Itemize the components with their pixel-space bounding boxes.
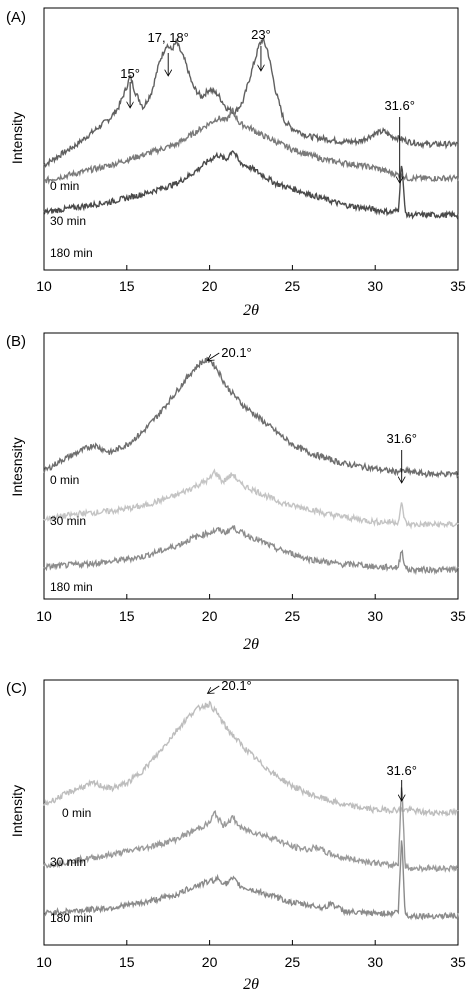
panel-a: (A) Intensity 10 15 20 25 30 35 2θ 0 min 30 min 180… <box>6 7 466 319</box>
peak-annotation: 17, 18° <box>148 30 189 45</box>
x-axis-label: 2θ <box>243 636 259 653</box>
panel-label: (B) <box>6 333 26 350</box>
y-axis-label: Intensity <box>9 112 25 164</box>
panel-c: (C) Intensity 10 15 20 25 30 35 2θ 0 min 30 min 180… <box>6 678 466 989</box>
series-label: 0 min <box>50 473 79 487</box>
series-line-0-min <box>43 356 459 479</box>
series-label: 180 min <box>50 246 93 260</box>
x-axis-label: 2θ <box>243 302 259 319</box>
x-tick-label: 35 <box>450 954 466 970</box>
series-line-30-min <box>43 468 459 530</box>
series-line-30-min <box>43 787 458 873</box>
x-axis-label: 2θ <box>243 976 259 989</box>
x-tick-label: 30 <box>367 608 383 624</box>
peak-annotation: 15° <box>120 66 140 81</box>
y-axis-label: Intensity <box>9 785 25 837</box>
plot-frame <box>43 332 459 600</box>
series-label: 30 min <box>50 855 86 869</box>
series-line-0-min <box>43 700 459 818</box>
series-label: 0 min <box>62 806 91 820</box>
peak-annotation: 31.6° <box>386 763 417 778</box>
series-label: 180 min <box>50 911 93 925</box>
panel-label: (C) <box>6 680 27 697</box>
y-axis-label: Intesnsity <box>9 437 25 496</box>
x-tick-label: 25 <box>285 278 301 294</box>
panel-b: (B) Intesnsity 10 15 20 25 30 35 2θ 0 min 30 min 18… <box>6 332 466 653</box>
series-line-30-min <box>43 107 459 185</box>
series-line-0-min <box>43 37 459 168</box>
x-tick-label: 20 <box>202 608 218 624</box>
annotation-arrow <box>208 352 220 360</box>
x-tick-label: 15 <box>119 278 135 294</box>
x-tick-label: 15 <box>119 954 135 970</box>
plot-frame <box>43 679 459 946</box>
series-label: 0 min <box>50 179 79 193</box>
series-line-180-min <box>43 150 459 220</box>
series-label: 180 min <box>50 580 93 594</box>
x-tick-label: 35 <box>450 278 466 294</box>
x-tick-label: 15 <box>119 608 135 624</box>
x-tick-label: 10 <box>36 954 52 970</box>
x-tick-label: 30 <box>367 278 383 294</box>
x-tick-label: 30 <box>367 954 383 970</box>
x-tick-label: 20 <box>202 954 218 970</box>
peak-annotation: 31.6° <box>384 98 415 113</box>
x-tick-label: 25 <box>285 608 301 624</box>
series-line-180-min <box>43 840 459 921</box>
peak-annotation: 23° <box>251 27 271 42</box>
x-tick-label: 25 <box>285 954 301 970</box>
peak-annotation: 20.1° <box>221 345 252 360</box>
x-tick-label: 10 <box>36 278 52 294</box>
series-line-180-min <box>43 524 459 576</box>
peak-annotation: 20.1° <box>221 678 252 693</box>
series-label: 30 min <box>50 214 86 228</box>
peak-annotation: 31.6° <box>386 431 417 446</box>
x-tick-label: 20 <box>202 278 218 294</box>
x-tick-label: 10 <box>36 608 52 624</box>
series-label: 30 min <box>50 514 86 528</box>
x-tick-label: 35 <box>450 608 466 624</box>
annotation-arrow <box>208 685 220 693</box>
panel-label: (A) <box>6 9 26 26</box>
plot-frame <box>43 7 459 271</box>
